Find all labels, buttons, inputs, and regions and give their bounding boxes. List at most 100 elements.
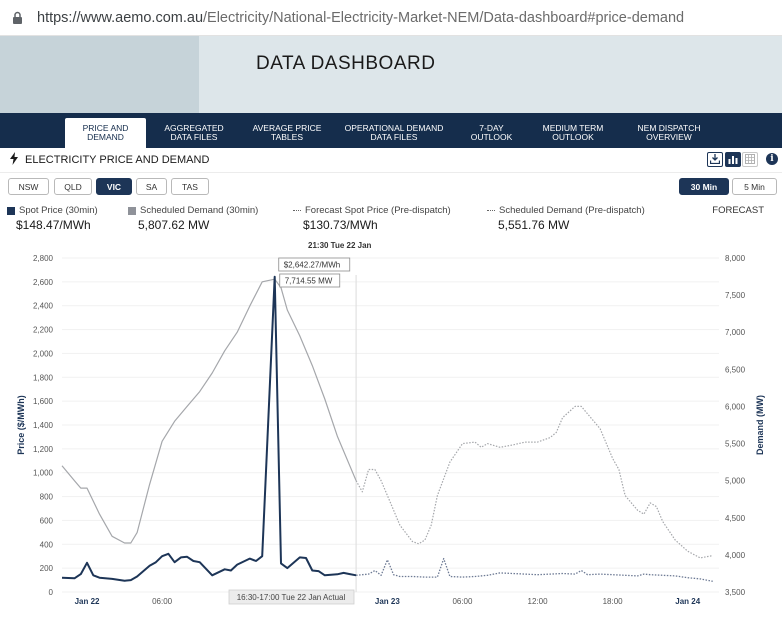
cursor-label: 16:30-17:00 Tue 22 Jan Actual bbox=[228, 589, 355, 605]
tab-medium-term-outlook[interactable]: MEDIUM TERM OUTLOOK bbox=[533, 118, 613, 148]
cursor-label-text: 16:30-17:00 Tue 22 Jan Actual bbox=[237, 593, 346, 602]
x-tick-label: 06:00 bbox=[152, 597, 173, 606]
tab-average-price-tables[interactable]: AVERAGE PRICE TABLES bbox=[246, 118, 328, 148]
forecast-demand-line bbox=[355, 405, 713, 559]
tooltip-price-box bbox=[278, 257, 351, 272]
dashboard-nav: PRICE AND DEMAND AGGREGATED DATA FILES AVE… bbox=[0, 113, 782, 148]
tab-label-line2: DATA FILES bbox=[170, 132, 218, 142]
info-icon[interactable]: i bbox=[766, 153, 778, 165]
legend-value: 5,807.62 MW bbox=[138, 218, 210, 232]
tab-label-line1: MEDIUM TERM bbox=[542, 122, 604, 133]
y2-axis-title: Demand (MW) bbox=[755, 395, 765, 455]
table-icon bbox=[745, 151, 755, 169]
y-tick-label: 200 bbox=[40, 564, 54, 573]
tooltip-demand: 7,714.55 MW bbox=[285, 277, 333, 286]
y-axis-title: Price ($/MWh) bbox=[16, 395, 26, 455]
y-tick-label: 800 bbox=[40, 493, 54, 502]
region-qld-button[interactable]: QLD bbox=[54, 178, 92, 195]
y2-tick-label: 6,000 bbox=[725, 402, 746, 411]
lightning-bolt-icon bbox=[10, 152, 18, 170]
forecast-spot-price-line bbox=[356, 557, 713, 582]
region-vic-button[interactable]: VIC bbox=[96, 178, 132, 195]
y-tick-label: 2,000 bbox=[33, 349, 54, 358]
tooltip-demand-box bbox=[279, 273, 341, 288]
gridlines bbox=[62, 257, 719, 593]
y-tick-label: 2,200 bbox=[33, 326, 54, 335]
tooltip-time-label: 21:30 Tue 22 Jan bbox=[308, 241, 372, 250]
tab-label-line1: OPERATIONAL DEMAND bbox=[344, 122, 444, 133]
legend-forecast-spot-price[interactable]: Forecast Spot Price (Pre-dispatch) $130.… bbox=[293, 205, 451, 232]
tab-label-line2: OVERVIEW bbox=[646, 132, 692, 142]
chart-svg[interactable]: 0 200 400 600 800 1,000 1,200 1,400 1,600 1,800 2,… bbox=[0, 250, 782, 623]
banner-right-panel: DATA DASHBOARD bbox=[199, 36, 782, 113]
x-tick-label: 18:00 bbox=[603, 597, 624, 606]
x-axis: Jan 22 06:00 Jan 23 06:00 12:00 18:00 Jan 24 bbox=[75, 597, 701, 606]
y-tick-label: 2,800 bbox=[33, 254, 54, 263]
y-tick-label: 0 bbox=[49, 588, 54, 597]
forecast-label: FORECAST bbox=[712, 205, 764, 216]
y-tick-label: 400 bbox=[40, 540, 54, 549]
tab-label-line1: AVERAGE PRICE bbox=[252, 122, 322, 133]
tab-nem-dispatch-overview[interactable]: NEM DISPATCH OVERVIEW bbox=[625, 118, 713, 148]
legend-value: $130.73/MWh bbox=[303, 218, 378, 232]
tab-price-and-demand[interactable]: PRICE AND DEMAND bbox=[65, 118, 146, 148]
table-view-button[interactable] bbox=[742, 152, 758, 167]
tab-operational-demand-data-files[interactable]: OPERATIONAL DEMAND DATA FILES bbox=[338, 118, 450, 148]
legend-scheduled-demand[interactable]: Scheduled Demand (30min) 5,807.62 MW bbox=[128, 205, 258, 232]
x-tick-label: 06:00 bbox=[452, 597, 473, 606]
page-banner: DATA DASHBOARD bbox=[0, 36, 782, 113]
lock-icon bbox=[12, 10, 24, 26]
download-icon bbox=[709, 151, 721, 169]
tab-7-day-outlook[interactable]: 7-DAY OUTLOOK bbox=[463, 118, 520, 148]
address-bar[interactable]: https://www.aemo.com.au/Electricity/Nati… bbox=[0, 0, 782, 36]
region-tas-button[interactable]: TAS bbox=[171, 178, 209, 195]
y-tick-label: 1,400 bbox=[33, 421, 54, 430]
url-path: /Electricity/National-Electricity-Market… bbox=[203, 9, 685, 26]
legend-scheduled-demand-predispatch[interactable]: Scheduled Demand (Pre-dispatch) 5,551.76… bbox=[487, 205, 645, 232]
y-tick-label: 2,400 bbox=[33, 302, 54, 311]
y2-tick-label: 3,500 bbox=[725, 588, 746, 597]
y-tick-label: 1,200 bbox=[33, 445, 54, 454]
y-axis-left: 0 200 400 600 800 1,000 1,200 1,400 1,600 1,800 2,… bbox=[33, 254, 54, 597]
filter-row: NSW QLD VIC SA TAS 30 Min 5 Min bbox=[0, 173, 782, 200]
tab-label-line2: DATA FILES bbox=[370, 132, 418, 142]
download-button[interactable] bbox=[707, 152, 723, 167]
interval-5min-button[interactable]: 5 Min bbox=[732, 178, 777, 195]
section-header: ELECTRICITY PRICE AND DEMAND i bbox=[0, 148, 782, 173]
spot-price-line bbox=[61, 275, 357, 582]
tab-aggregated-data-files[interactable]: AGGREGATED DATA FILES bbox=[152, 118, 236, 148]
y2-tick-label: 7,500 bbox=[725, 291, 746, 300]
legend-value: $148.47/MWh bbox=[16, 218, 91, 232]
y2-tick-label: 5,000 bbox=[725, 477, 746, 486]
y-tick-label: 2,600 bbox=[33, 278, 54, 287]
y2-tick-label: 8,000 bbox=[725, 254, 746, 263]
price-demand-chart[interactable]: 0 200 400 600 800 1,000 1,200 1,400 1,600 1,800 2,… bbox=[0, 250, 782, 623]
section-title: ELECTRICITY PRICE AND DEMAND bbox=[25, 154, 210, 166]
legend-value: 5,551.76 MW bbox=[498, 218, 570, 232]
chart-legend: Spot Price (30min) $148.47/MWh Scheduled… bbox=[0, 200, 782, 240]
legend-spot-price[interactable]: Spot Price (30min) $148.47/MWh bbox=[7, 205, 98, 232]
tooltip-price: $2,642.27/MWh bbox=[284, 261, 340, 270]
legend-swatch bbox=[293, 210, 301, 211]
interval-30min-button[interactable]: 30 Min bbox=[679, 178, 729, 195]
page-title: DATA DASHBOARD bbox=[256, 53, 436, 74]
y-tick-label: 1,000 bbox=[33, 469, 54, 478]
tab-label-line1: NEM DISPATCH bbox=[637, 122, 701, 133]
tab-label-line2: TABLES bbox=[271, 132, 303, 142]
region-sa-button[interactable]: SA bbox=[136, 178, 167, 195]
tab-label-line1: PRICE AND bbox=[82, 122, 129, 133]
x-tick-label: Jan 24 bbox=[675, 597, 700, 606]
y2-tick-label: 6,500 bbox=[725, 365, 746, 374]
y-tick-label: 1,800 bbox=[33, 373, 54, 382]
legend-swatch bbox=[128, 206, 136, 215]
tab-label-line1: AGGREGATED bbox=[164, 122, 224, 133]
legend-label: Scheduled Demand (30min) bbox=[140, 205, 259, 216]
legend-label: Spot Price (30min) bbox=[19, 205, 98, 216]
x-tick-label: 12:00 bbox=[528, 597, 549, 606]
region-nsw-button[interactable]: NSW bbox=[8, 178, 49, 195]
legend-label: Forecast Spot Price (Pre-dispatch) bbox=[305, 205, 451, 216]
y-tick-label: 1,600 bbox=[33, 397, 54, 406]
chart-view-button[interactable] bbox=[725, 152, 741, 167]
cursor-label-box bbox=[228, 589, 355, 605]
tab-label-line2: DEMAND bbox=[87, 132, 124, 142]
